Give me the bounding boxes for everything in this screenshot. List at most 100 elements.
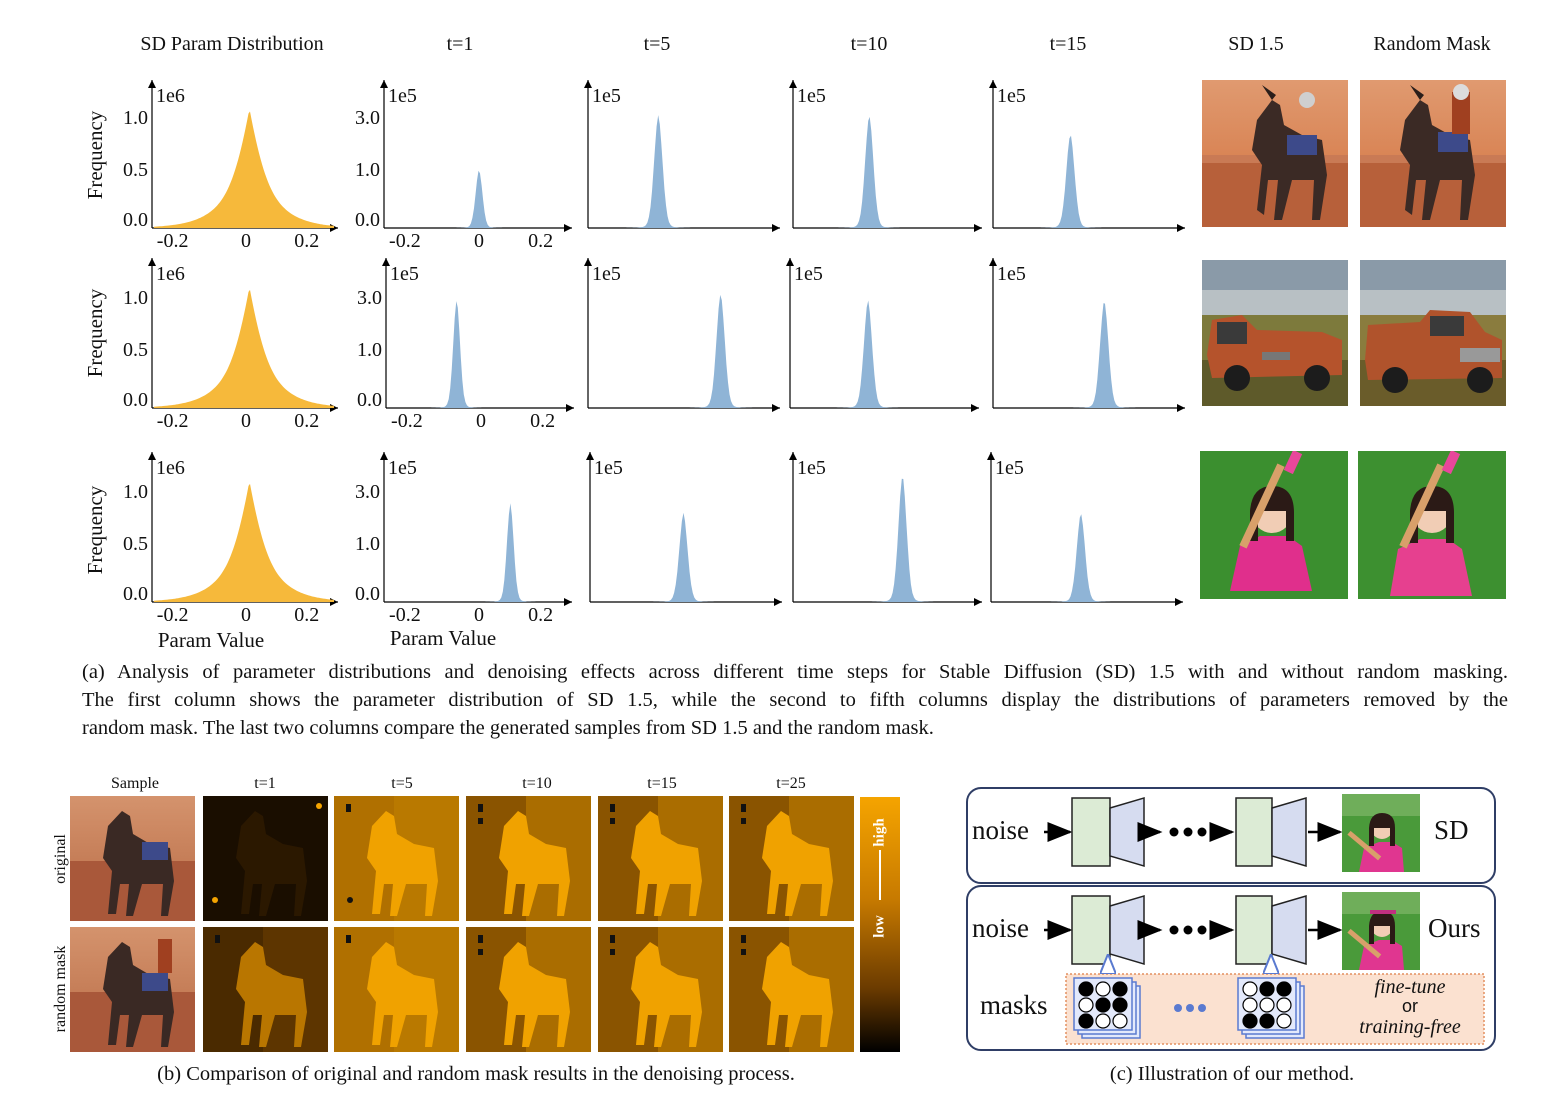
- ytick-r3-c0-0: 0.0: [123, 583, 148, 605]
- header-t10: t=10: [850, 33, 888, 55]
- ytick-r3-c1-0: 0.0: [355, 583, 380, 605]
- xtick-r2-c1-0: -0.2: [391, 410, 423, 432]
- histogram-r2-c3: [792, 300, 975, 408]
- caption-b: (b) Comparison of original and random ma…: [157, 1063, 795, 1085]
- b-header-t5: t=5: [391, 775, 413, 792]
- ytick-r3-c0-1: 0.5: [123, 533, 148, 555]
- histogram-r1-c2: [590, 115, 776, 228]
- ytick-r1-c1-2: 3.0: [355, 107, 380, 129]
- header-t1: t=1: [446, 33, 474, 55]
- heatmap-r1-c2: [334, 796, 459, 921]
- mask-cell: [1259, 1013, 1275, 1029]
- c-noise-label-2: noise: [972, 913, 1029, 943]
- ytick-r3-c1-1: 1.0: [355, 533, 380, 555]
- mask-cell: [1259, 997, 1275, 1013]
- caption-c: (c) Illustration of our method.: [1109, 1063, 1355, 1085]
- xtick-r1-c0-0: -0.2: [157, 230, 189, 252]
- xtick-r1-c1-0: -0.2: [389, 230, 421, 252]
- histogram-r1-c0: [154, 111, 334, 228]
- ytick-r2-c0-1: 0.5: [123, 339, 148, 361]
- xtick-r3-c0-0: -0.2: [157, 604, 189, 626]
- method-illustration: [966, 787, 1496, 1051]
- xtick-r2-c1-2: 0.2: [530, 410, 555, 432]
- y-axis-arrow-r2-c2: [584, 258, 592, 266]
- colorbar-arrow: [879, 850, 881, 900]
- mask-cell: [1078, 997, 1094, 1013]
- y-axis-arrow-r1-c4: [989, 80, 997, 88]
- xtick-r3-c1-2: 0.2: [528, 604, 553, 626]
- histogram-r1-c4: [995, 135, 1181, 228]
- heatmap-r1-c1: [203, 796, 328, 921]
- ytick-r1-c0-0: 0.0: [123, 209, 148, 231]
- xlabel-t1: Param Value: [390, 626, 496, 650]
- histogram-grid: 1e6 0.0 0.5 1.0 -0.2 0 0.2 1e5 0.0 1.0 3.0 -0.2 0 0.2…: [83, 80, 1185, 652]
- mask-cell: [1095, 997, 1111, 1013]
- ytick-r1-c0-2: 1.0: [123, 107, 148, 129]
- sample-sd15-row2: [1202, 260, 1348, 406]
- xtick-r2-c1-1: 0: [476, 410, 486, 432]
- c-mode-or: or: [1401, 996, 1418, 1016]
- histogram-r3-c1: [386, 503, 568, 602]
- heatmap-r1-c5: [729, 796, 854, 921]
- y-axis-arrow-r3-c1: [380, 452, 388, 460]
- colorbar: [860, 797, 900, 1052]
- heatmap-r1-c3: [466, 796, 591, 921]
- ytick-r3-c1-2: 3.0: [355, 481, 380, 503]
- c-mode-trainingfree: training-free: [1359, 1016, 1461, 1038]
- mask-cell: [1078, 1013, 1094, 1029]
- scale-label-r3-c3: 1e5: [797, 457, 826, 479]
- ytick-r2-c1-2: 3.0: [357, 287, 382, 309]
- histogram-r1-c1: [386, 170, 568, 228]
- sample-sd15-row1: [1202, 80, 1348, 227]
- output-thumb-sd: [1342, 794, 1420, 872]
- scale-label-r2-c0: 1e6: [156, 263, 185, 285]
- histogram-r2-c4: [995, 303, 1181, 408]
- scale-label-r3-c4: 1e5: [995, 457, 1024, 479]
- c-noise-label-1: noise: [972, 815, 1029, 845]
- b-header-t25: t=25: [776, 775, 806, 792]
- header-t5: t=5: [643, 33, 671, 55]
- xtick-r3-c0-1: 0: [241, 604, 251, 626]
- histogram-r2-c0: [154, 289, 334, 408]
- ylabel-row2: Frequency: [83, 288, 107, 377]
- mask-cell: [1095, 981, 1111, 997]
- scale-label-r1-c4: 1e5: [997, 85, 1026, 107]
- mask-cell: [1276, 997, 1292, 1013]
- mask-cell: [1242, 1013, 1258, 1029]
- histogram-r3-c3: [795, 478, 978, 602]
- histogram-r3-c0: [154, 483, 334, 602]
- colorbar-low-label: low: [871, 915, 888, 938]
- xtick-r3-c1-0: -0.2: [389, 604, 421, 626]
- y-axis-arrow-r3-c0: [148, 452, 156, 460]
- denoise-heatmaps: [70, 796, 854, 1052]
- histogram-r1-c3: [795, 116, 978, 228]
- b-header-t1: t=1: [254, 775, 276, 792]
- b-header-t10: t=10: [522, 775, 552, 792]
- heatmap-r2-c1: [203, 927, 328, 1052]
- mask-cell: [1112, 997, 1128, 1013]
- mask-cell: [1242, 981, 1258, 997]
- heatmap-r2-c4: [598, 927, 723, 1052]
- mask-cell: [1276, 981, 1292, 997]
- header-random-mask: Random Mask: [1373, 33, 1491, 55]
- mask-cell: [1112, 981, 1128, 997]
- ytick-r2-c0-0: 0.0: [123, 389, 148, 411]
- sample-sd15-row3: [1200, 451, 1348, 599]
- scale-label-r2-c1: 1e5: [390, 263, 419, 285]
- y-axis-arrow-r2-c4: [989, 258, 997, 266]
- y-axis-arrow-r1-c2: [584, 80, 592, 88]
- caption-a-line2: The first column shows the parameter dis…: [82, 689, 1508, 711]
- b-header-t15: t=15: [647, 775, 677, 792]
- ylabel-row3: Frequency: [83, 485, 107, 574]
- scale-label-r3-c1: 1e5: [388, 457, 417, 479]
- xlabel-sd: Param Value: [158, 628, 264, 652]
- mask-cell: [1078, 981, 1094, 997]
- xtick-r2-c0-0: -0.2: [157, 410, 189, 432]
- scale-label-r1-c2: 1e5: [592, 85, 621, 107]
- histogram-r2-c1: [388, 301, 570, 408]
- y-axis-arrow-r1-c1: [380, 80, 388, 88]
- caption-a-line3: random mask. The last two columns compar…: [82, 717, 934, 739]
- scale-label-r3-c2: 1e5: [594, 457, 623, 479]
- xtick-r1-c0-2: 0.2: [294, 230, 319, 252]
- y-axis-arrow-r3-c4: [987, 452, 995, 460]
